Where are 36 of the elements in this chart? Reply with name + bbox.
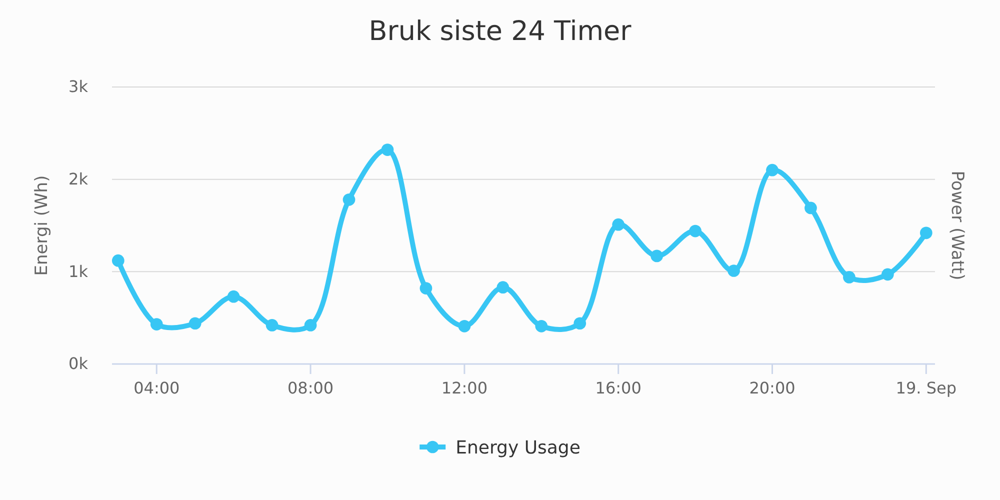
point	[342, 193, 356, 206]
y-tick-label: 3k	[68, 77, 89, 96]
point	[766, 164, 778, 176]
x-tick-label: 16:00	[595, 378, 642, 398]
y-tick-label: 2k	[68, 169, 89, 188]
point	[381, 144, 394, 156]
point	[728, 264, 740, 277]
point	[535, 320, 548, 332]
y2-axis-title: Power (Watt)	[947, 170, 967, 280]
point	[804, 202, 817, 214]
point	[920, 226, 932, 240]
y-axis-title: Energi (Wh)	[32, 175, 52, 276]
y-tick-label: 1k	[68, 262, 89, 281]
y-tick-label: 0k	[68, 354, 89, 374]
x-tick-label: 04:00	[134, 378, 180, 398]
point	[574, 317, 586, 330]
chart-title: Bruk siste 24 Timer	[368, 16, 632, 47]
point	[650, 250, 663, 262]
point	[304, 319, 317, 332]
point	[266, 319, 278, 332]
point	[881, 268, 894, 281]
point	[420, 282, 432, 294]
point	[188, 317, 202, 330]
point	[689, 224, 702, 238]
point	[496, 281, 510, 294]
point	[150, 318, 163, 330]
point	[112, 254, 124, 267]
legend-label: Energy Usage	[456, 437, 580, 458]
point	[612, 218, 625, 231]
point	[843, 271, 856, 284]
x-tick-label: 08:00	[287, 378, 334, 398]
x-tick-label: 12:00	[441, 378, 488, 398]
point	[458, 320, 471, 332]
point	[227, 290, 240, 303]
x-tick-label: 20:00	[749, 378, 796, 398]
x-tick-label: 19. Sep	[896, 378, 956, 398]
